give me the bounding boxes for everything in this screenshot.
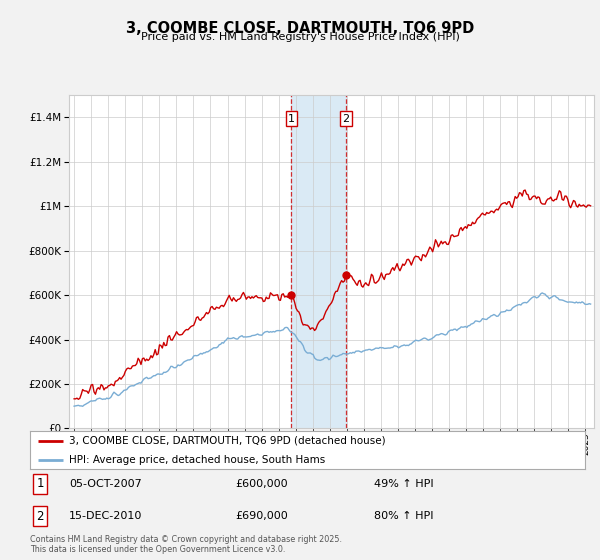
Text: 3, COOMBE CLOSE, DARTMOUTH, TQ6 9PD: 3, COOMBE CLOSE, DARTMOUTH, TQ6 9PD xyxy=(126,21,474,36)
Text: 49% ↑ HPI: 49% ↑ HPI xyxy=(374,479,434,489)
Text: 1: 1 xyxy=(288,114,295,124)
Text: Price paid vs. HM Land Registry's House Price Index (HPI): Price paid vs. HM Land Registry's House … xyxy=(140,32,460,43)
Text: 2: 2 xyxy=(343,114,350,124)
Text: 05-OCT-2007: 05-OCT-2007 xyxy=(69,479,142,489)
Text: £690,000: £690,000 xyxy=(235,511,288,521)
Text: £600,000: £600,000 xyxy=(235,479,288,489)
Text: 80% ↑ HPI: 80% ↑ HPI xyxy=(374,511,434,521)
Text: 1: 1 xyxy=(36,478,44,491)
Text: Contains HM Land Registry data © Crown copyright and database right 2025.
This d: Contains HM Land Registry data © Crown c… xyxy=(30,535,342,554)
Text: 2: 2 xyxy=(36,510,44,523)
Bar xyxy=(292,95,346,428)
Text: 15-DEC-2010: 15-DEC-2010 xyxy=(69,511,142,521)
Text: HPI: Average price, detached house, South Hams: HPI: Average price, detached house, Sout… xyxy=(69,455,325,465)
Text: 3, COOMBE CLOSE, DARTMOUTH, TQ6 9PD (detached house): 3, COOMBE CLOSE, DARTMOUTH, TQ6 9PD (det… xyxy=(69,436,385,446)
